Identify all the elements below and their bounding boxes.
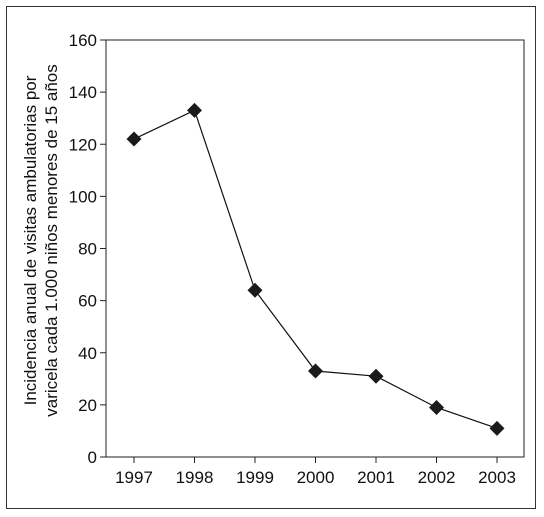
- y-tick-label: 40: [78, 344, 97, 363]
- x-tick-label: 1999: [236, 468, 274, 487]
- x-tick-label: 2000: [297, 468, 335, 487]
- x-tick-label: 2002: [418, 468, 456, 487]
- y-axis-title-line-1: Incidencia anual de visitas ambulatorias…: [21, 75, 40, 405]
- series-line: [133, 109, 498, 429]
- data-point-2003: [489, 420, 505, 436]
- y-tick-label: 60: [78, 292, 97, 311]
- data-point-1997: [126, 131, 142, 147]
- y-axis-title-line-2: varicela cada 1.000 niños menores de 15 …: [42, 64, 61, 417]
- x-axis: 1997 1998 1999 2000 2001 2002 2003: [115, 457, 516, 487]
- y-tick-label: 160: [69, 31, 97, 50]
- data-point-2000: [308, 363, 323, 379]
- y-axis: 0 20 40 60 80 100 120 140 160: [69, 31, 106, 467]
- y-tick-label: 140: [69, 83, 97, 102]
- x-tick-label: 2001: [357, 468, 395, 487]
- plot-area: [105, 39, 525, 458]
- x-tick-label: 1997: [115, 468, 153, 487]
- y-tick-label: 20: [78, 396, 97, 415]
- y-axis-title: Incidencia anual de visitas ambulatorias…: [21, 64, 61, 417]
- chart-frame: [6, 6, 536, 509]
- data-point-2001: [368, 368, 384, 384]
- data-point-1998: [187, 102, 202, 118]
- x-tick-label: 1998: [176, 468, 214, 487]
- data-points: [126, 102, 505, 436]
- y-tick-label: 120: [69, 135, 97, 154]
- y-tick-label: 100: [69, 187, 97, 206]
- x-tick-label: 2003: [478, 468, 516, 487]
- data-point-2002: [429, 399, 444, 415]
- data-point-1999: [247, 282, 263, 298]
- y-tick-label: 0: [88, 448, 97, 467]
- y-tick-label: 80: [78, 240, 97, 259]
